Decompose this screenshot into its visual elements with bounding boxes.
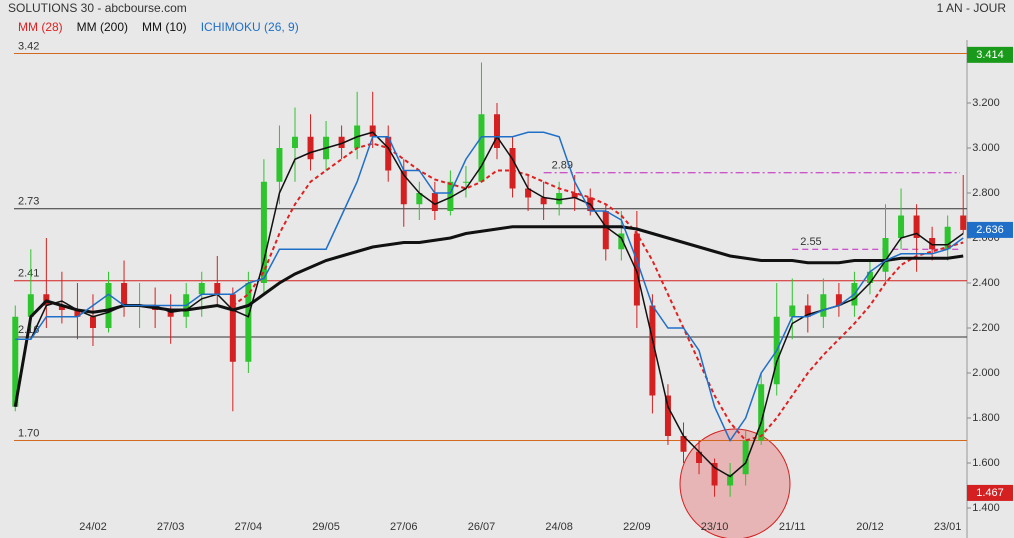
y-tick-label: 2.200 [972, 322, 1000, 334]
candle-body [602, 211, 609, 250]
highlight-circle [679, 428, 791, 538]
candle-body [58, 305, 65, 310]
candle-body [74, 310, 81, 317]
legend-entry: MM (200) [77, 20, 128, 34]
level-label: 2.55 [800, 236, 821, 248]
candle-body [307, 136, 314, 160]
legend-entry: ICHIMOKU (26, 9) [201, 20, 299, 34]
candle-body [385, 136, 392, 171]
y-tick-label: 2.400 [972, 277, 1000, 289]
chart-title: SOLUTIONS 30 - abcbourse.com [8, 1, 187, 15]
candle-body [649, 305, 656, 396]
candle-body [509, 148, 516, 189]
candle-body [835, 294, 842, 306]
x-tick-label: 24/08 [545, 521, 573, 533]
candle-body [804, 305, 811, 317]
candle-body [742, 440, 749, 475]
candle-body [960, 215, 967, 230]
candle-body [882, 238, 889, 272]
series-line [15, 131, 964, 443]
candle-body [89, 316, 96, 328]
x-tick-label: 26/07 [468, 521, 496, 533]
legend-entry: MM (10) [142, 20, 187, 34]
x-tick-label: 23/10 [701, 521, 729, 533]
candle-body [618, 233, 625, 250]
legend: MM (28) MM (200) MM (10) ICHIMOKU (26, 9) [18, 20, 299, 34]
candle-body [12, 316, 19, 407]
candle-body [664, 395, 671, 436]
x-tick-label: 22/09 [623, 521, 651, 533]
price-tag [967, 484, 1013, 501]
y-tick-label: 2.800 [972, 187, 1000, 199]
candle-body [680, 436, 687, 452]
candle-body [291, 136, 298, 148]
price-tag [967, 221, 1013, 238]
series-line [13, 225, 964, 408]
legend-entry: MM (28) [18, 20, 63, 34]
candle-body [556, 193, 563, 205]
candle-body [27, 294, 34, 317]
candle-body [400, 170, 407, 205]
x-tick-label: 27/04 [235, 521, 263, 533]
price-tag-label: 1.467 [976, 487, 1004, 499]
candle-body [571, 193, 578, 198]
candle-body [696, 451, 703, 463]
y-tick-label: 2.000 [972, 367, 1000, 379]
candle-body [214, 283, 221, 295]
y-tick-label: 3.000 [972, 142, 1000, 154]
x-tick-label: 27/06 [390, 521, 418, 533]
series-line [232, 142, 964, 442]
candle-body [494, 114, 501, 148]
candle-body [447, 181, 454, 211]
candle-body [105, 283, 112, 328]
x-tick-label: 23/01 [934, 521, 962, 533]
candle-body [633, 233, 640, 306]
candle-body [369, 125, 376, 137]
candle-body [540, 197, 547, 205]
candle-body [727, 474, 734, 486]
candle-body [121, 283, 128, 306]
candle-body [758, 384, 765, 441]
x-tick-label: 21/11 [779, 521, 806, 533]
candle-body [525, 188, 532, 198]
candle-body [789, 305, 796, 317]
y-tick-label: 1.600 [972, 457, 1000, 469]
candle-body [276, 148, 283, 182]
candle-body [245, 283, 252, 362]
y-tick-label: 1.400 [972, 502, 1000, 514]
candle-body [898, 215, 905, 238]
candle-body [431, 193, 438, 211]
candle-body [866, 271, 873, 283]
candle-body [260, 181, 267, 283]
period: 1 AN - JOUR [937, 1, 1007, 15]
candle-body [929, 238, 936, 250]
candle-body [338, 136, 345, 148]
y-tick-label: 1.800 [972, 412, 1000, 424]
candle-body [820, 294, 827, 317]
candle-body [711, 463, 718, 486]
level-label: 1.70 [18, 427, 39, 439]
candle-body [167, 310, 174, 317]
price-tag-label: 2.636 [976, 224, 1004, 236]
candle-body [944, 226, 951, 250]
x-tick-label: 27/03 [157, 521, 185, 533]
x-tick-label: 29/05 [312, 521, 340, 533]
price-tag [967, 46, 1013, 63]
candle-body [913, 215, 920, 238]
candle-body [478, 114, 485, 182]
candle-body [198, 283, 205, 295]
candle-body [462, 181, 469, 183]
price-tag-label: 3.414 [976, 49, 1004, 61]
y-tick-label: 3.200 [972, 97, 1000, 109]
candle-body [229, 294, 236, 362]
x-tick-label: 24/02 [79, 521, 107, 533]
level-label: 3.42 [18, 40, 39, 52]
level-label: 2.73 [18, 196, 39, 208]
candle-body [416, 193, 423, 205]
level-label: 2.41 [18, 268, 39, 280]
x-tick-label: 20/12 [856, 521, 884, 533]
